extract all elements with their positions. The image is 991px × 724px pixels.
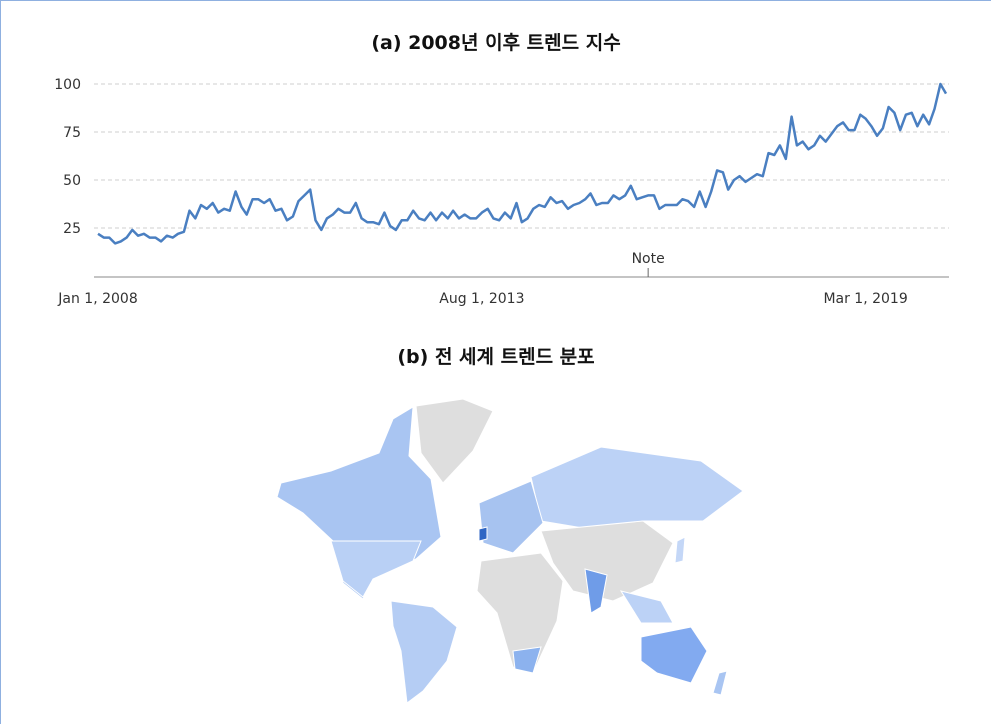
- chart-title: (a) 2008년 이후 트렌드 지수: [371, 32, 620, 54]
- asia: [540, 520, 674, 602]
- y-tick-label: 100: [54, 77, 81, 93]
- india: [584, 568, 608, 614]
- south-africa: [512, 646, 542, 674]
- x-tick-label: Mar 1, 2019: [823, 291, 907, 307]
- x-tick-label: Aug 1, 2013: [439, 291, 524, 307]
- japan: [674, 536, 686, 564]
- usa: [330, 540, 422, 598]
- y-tick-label: 75: [63, 125, 81, 141]
- greenland: [415, 398, 494, 484]
- australia: [640, 626, 708, 684]
- new-zealand: [712, 670, 728, 696]
- annotation-label: Note: [632, 251, 665, 267]
- x-tick-label: Jan 1, 2008: [57, 291, 137, 307]
- south-america: [390, 600, 458, 704]
- russia: [530, 446, 744, 532]
- y-tick-label: 50: [63, 173, 81, 189]
- map-title: (b) 전 세계 트렌드 분포: [397, 346, 594, 368]
- uk: [478, 526, 488, 542]
- southeast-asia: [619, 590, 674, 624]
- europe: [478, 480, 544, 554]
- trend-line: [97, 82, 948, 245]
- world-map: [276, 398, 744, 704]
- y-tick-label: 25: [63, 221, 81, 237]
